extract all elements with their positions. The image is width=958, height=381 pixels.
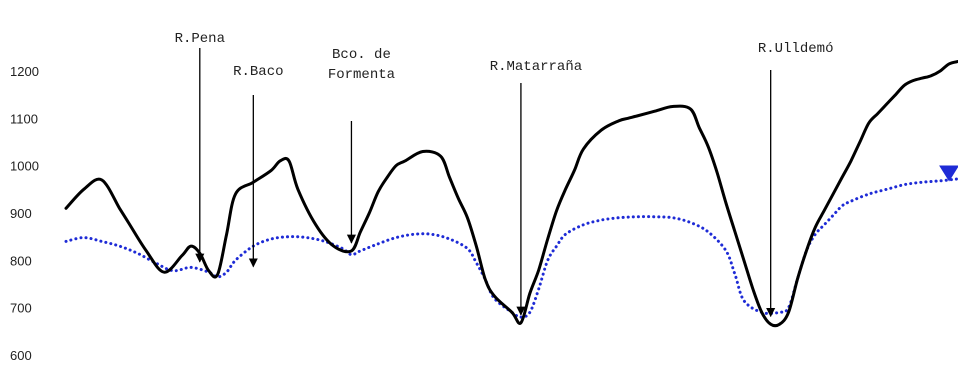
y-tick-label: 1200: [10, 64, 39, 79]
y-tick-label: 700: [10, 301, 32, 316]
solid-series-line: [64, 60, 958, 328]
annotation: R.Ulldemó: [758, 41, 834, 318]
annotation-layer: R.Pena R.Baco Bco. de Formenta R.Matarraña R.…: [175, 31, 834, 318]
dotted-series-line: [64, 177, 958, 319]
marker-layer: [939, 165, 958, 182]
annotation-label: R.Matarraña: [490, 59, 582, 75]
y-tick-label: 900: [10, 206, 32, 221]
annotation: Bco. de Formenta: [328, 47, 395, 244]
annotation-label: Formenta: [328, 67, 395, 83]
series-layer: [64, 60, 958, 328]
annotation-label: Bco. de: [332, 47, 391, 63]
annotation: R.Matarraña: [490, 59, 582, 316]
annotation-label: R.Baco: [233, 64, 283, 80]
y-axis-tick-labels: 600 700 800 900 1000 1100 1200: [10, 64, 39, 363]
annotation: R.Pena: [175, 31, 225, 263]
y-tick-label: 600: [10, 348, 32, 363]
y-tick-label: 1100: [10, 111, 38, 126]
y-tick-label: 800: [10, 253, 32, 268]
y-tick-label: 1000: [10, 159, 39, 174]
annotation-label: R.Pena: [175, 31, 225, 47]
annotation: R.Baco: [233, 64, 284, 268]
annotation-label: R.Ulldemó: [758, 41, 834, 57]
water-level-triangle-marker: [939, 165, 958, 182]
